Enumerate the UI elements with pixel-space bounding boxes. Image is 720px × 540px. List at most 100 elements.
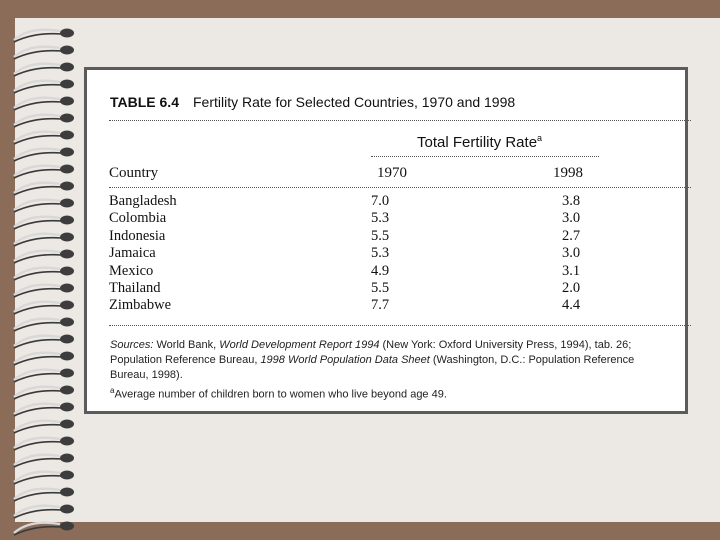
title-rule xyxy=(109,120,691,121)
spiral-ring-shadow xyxy=(13,219,63,230)
table-row: Mexico 4.9 3.1 xyxy=(109,263,669,280)
group-header-footnote-mark: a xyxy=(537,133,543,143)
spiral-ring xyxy=(13,113,61,126)
spiral-ring-shadow xyxy=(13,440,63,451)
binding-hole xyxy=(60,79,74,89)
spiral-ring xyxy=(13,402,61,415)
sources-note: Sources: World Bank, World Development R… xyxy=(110,338,670,383)
binding-hole xyxy=(60,28,74,38)
spiral-ring-shadow xyxy=(13,338,63,349)
group-header-text: Total Fertility Rate xyxy=(417,134,538,151)
spiral-ring xyxy=(13,96,61,109)
binding-hole xyxy=(60,436,74,446)
binding-hole xyxy=(60,487,74,497)
binding-hole xyxy=(60,453,74,463)
spiral-ring-shadow xyxy=(13,525,63,536)
sources-text-1: World Bank, xyxy=(153,339,220,351)
cell-1970: 4.9 xyxy=(371,262,390,279)
table-frame: TABLE 6.4 Fertility Rate for Selected Cou… xyxy=(84,67,691,414)
spiral-ring xyxy=(13,28,61,41)
table-row: Zimbabwe 7.7 4.4 xyxy=(109,297,669,314)
spiral-ring-shadow xyxy=(13,117,63,128)
header-rule xyxy=(109,187,691,188)
spiral-ring-shadow xyxy=(13,151,63,162)
spiral-ring xyxy=(13,45,61,58)
spiral-ring xyxy=(13,385,61,398)
spiral-ring-shadow xyxy=(13,508,63,519)
binding-hole xyxy=(60,147,74,157)
spiral-ring-shadow xyxy=(13,83,63,94)
footnote: aAverage number of children born to wome… xyxy=(110,383,670,403)
cell-1970: 5.5 xyxy=(371,227,390,244)
column-header-country: Country xyxy=(109,165,159,181)
footnote-text: Average number of children born to women… xyxy=(114,388,447,401)
binding-hole xyxy=(60,504,74,514)
cell-country: Indonesia xyxy=(109,227,166,244)
spiral-ring xyxy=(13,351,61,364)
spiral-ring-shadow xyxy=(13,389,63,400)
spiral-ring-shadow xyxy=(13,321,63,332)
binding-hole xyxy=(60,402,74,412)
binding-hole xyxy=(60,334,74,344)
binding-hole xyxy=(60,45,74,55)
cell-country: Mexico xyxy=(109,262,154,279)
group-header-rule xyxy=(371,156,599,157)
spiral-ring-shadow xyxy=(13,491,63,502)
binding-hole xyxy=(60,419,74,429)
spiral-ring xyxy=(13,198,61,211)
spiral-ring xyxy=(13,266,61,279)
cell-1998: 3.0 xyxy=(562,245,581,262)
spiral-ring xyxy=(13,283,61,296)
spiral-ring-shadow xyxy=(13,423,63,434)
binding-hole xyxy=(60,300,74,310)
column-header-1998: 1998 xyxy=(553,165,583,181)
cell-1998: 3.0 xyxy=(562,210,581,227)
footnote-mark: a xyxy=(110,386,115,395)
spiral-ring-shadow xyxy=(13,406,63,417)
spiral-ring xyxy=(13,147,61,160)
table-title-text: Fertility Rate for Selected Countries, 1… xyxy=(192,94,516,110)
spiral-ring xyxy=(13,317,61,330)
spiral-ring-shadow xyxy=(13,236,63,247)
cell-1998: 2.7 xyxy=(562,227,581,244)
spiral-ring xyxy=(13,181,61,194)
spiral-ring xyxy=(13,487,61,500)
table-row: Colombia 5.3 3.0 xyxy=(109,210,669,227)
binding-hole xyxy=(60,232,74,242)
spiral-ring xyxy=(13,368,61,381)
binding-hole xyxy=(60,521,74,531)
spiral-ring-shadow xyxy=(13,270,63,281)
table-number: TABLE 6.4 xyxy=(110,94,179,110)
column-header-1970: 1970 xyxy=(377,165,407,181)
spiral-binding xyxy=(13,28,74,536)
spiral-ring xyxy=(13,300,61,313)
cell-1998: 2.0 xyxy=(562,280,581,296)
sources-label: Sources: xyxy=(110,339,154,351)
cell-1970: 7.0 xyxy=(371,193,390,209)
binding-hole xyxy=(60,130,74,140)
binding-hole xyxy=(60,385,74,395)
cell-1970: 5.3 xyxy=(371,210,390,227)
spiral-ring xyxy=(13,62,61,75)
spiral-ring xyxy=(13,419,61,432)
binding-hole xyxy=(60,470,74,480)
binding-hole xyxy=(60,181,74,191)
spiral-ring xyxy=(13,232,61,245)
cell-country: Bangladesh xyxy=(109,193,177,209)
table-row: Indonesia 5.5 2.7 xyxy=(109,228,669,245)
sources-text-2: (New York: Oxford University Press, 1994… xyxy=(110,339,632,366)
cell-1998: 3.8 xyxy=(562,193,581,209)
table-row: Thailand 5.5 2.0 xyxy=(109,280,669,297)
sources-text-3: (Washington, D.C.: Population Reference … xyxy=(110,354,635,381)
spiral-ring-shadow xyxy=(13,253,63,264)
cell-country: Jamaica xyxy=(109,245,156,262)
binding-hole xyxy=(60,198,74,208)
cell-country: Thailand xyxy=(109,280,161,296)
binding-hole xyxy=(60,215,74,225)
sources-publication-2: 1998 World Population Data Sheet xyxy=(260,354,430,366)
binding-hole xyxy=(60,113,74,123)
binding-hole xyxy=(60,96,74,106)
spiral-ring-shadow xyxy=(13,185,63,196)
spiral-ring-shadow xyxy=(13,134,63,145)
cell-1998: 4.4 xyxy=(562,297,581,314)
